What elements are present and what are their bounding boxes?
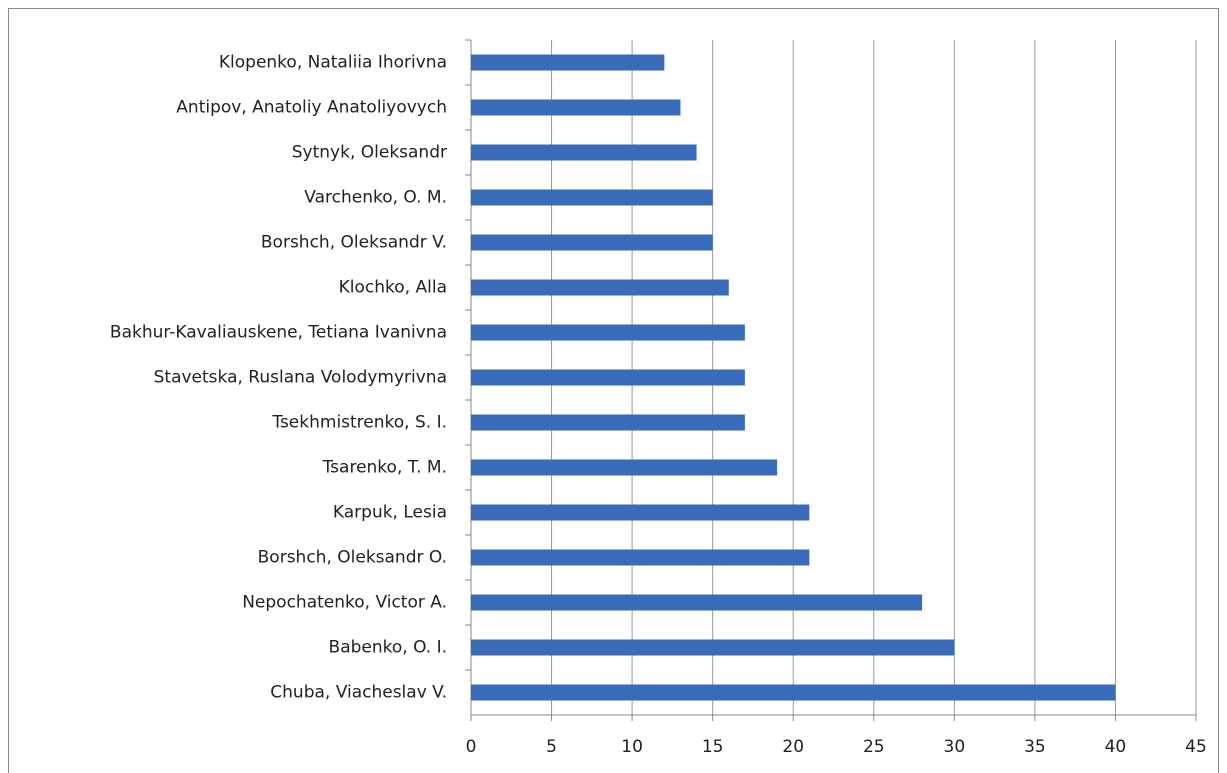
bar xyxy=(471,459,778,476)
y-tick-label: Chuba, Viacheslav V. xyxy=(270,683,447,703)
x-tick-label: 5 xyxy=(546,737,557,757)
bar xyxy=(471,414,745,431)
bar xyxy=(471,189,713,206)
x-tick-label: 25 xyxy=(863,737,885,757)
bar xyxy=(471,144,697,161)
y-tick-label: Tsarenko, T. M. xyxy=(322,458,447,478)
bar xyxy=(471,549,810,566)
x-tick-label: 30 xyxy=(944,737,966,757)
y-tick-label: Nepochatenko, Victor A. xyxy=(242,593,447,613)
bar xyxy=(471,639,955,656)
x-tick-label: 40 xyxy=(1105,737,1127,757)
y-tick-label: Babenko, O. I. xyxy=(329,638,447,658)
y-tick-label: Karpuk, Lesia xyxy=(333,503,447,523)
y-tick-label: Klopenko, Nataliia Ihorivna xyxy=(219,53,447,73)
x-tick-label: 0 xyxy=(466,737,477,757)
y-tick-label: Tsekhmistrenko, S. I. xyxy=(271,413,447,433)
bar xyxy=(471,504,810,521)
bar xyxy=(471,54,665,71)
bar xyxy=(471,594,923,611)
chart-frame xyxy=(8,8,1219,773)
bar xyxy=(471,279,729,296)
y-tick-label: Antipov, Anatoliy Anatoliyovych xyxy=(176,98,447,118)
y-tick-label: Borshch, Oleksandr O. xyxy=(258,548,447,568)
x-tick-label: 10 xyxy=(621,737,643,757)
x-tick-label: 35 xyxy=(1024,737,1046,757)
y-tick-label: Sytnyk, Oleksandr xyxy=(292,143,447,163)
bar xyxy=(471,99,681,116)
y-tick-label: Bakhur-Kavaliauskene, Tetiana Ivanivna xyxy=(110,323,447,343)
y-tick-label: Stavetska, Ruslana Volodymyrivna xyxy=(154,368,447,388)
x-tick-label: 45 xyxy=(1185,737,1207,757)
y-tick-label: Varchenko, O. M. xyxy=(304,188,447,208)
bar xyxy=(471,684,1116,701)
bar xyxy=(471,369,745,386)
y-tick-label: Klochko, Alla xyxy=(339,278,447,298)
bar xyxy=(471,324,745,341)
x-tick-label: 15 xyxy=(702,737,724,757)
y-tick-label: Borshch, Oleksandr V. xyxy=(261,233,447,253)
x-tick-label: 20 xyxy=(782,737,804,757)
bar xyxy=(471,234,713,251)
